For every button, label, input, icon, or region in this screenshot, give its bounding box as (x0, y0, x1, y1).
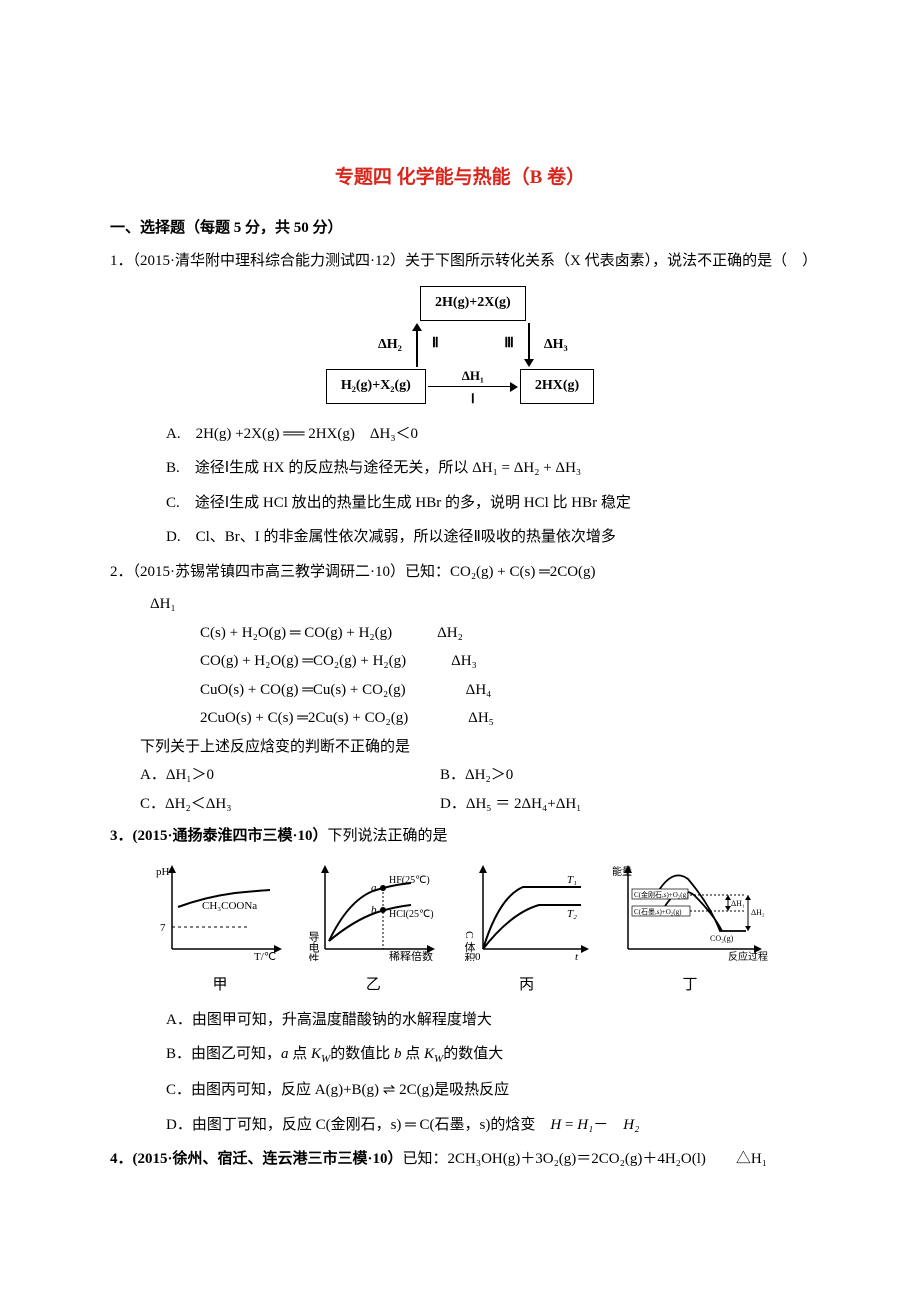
fig4-dH2: ΔH₂ (751, 908, 765, 917)
fig4-lvl-bot: CO₂(g) (710, 934, 734, 943)
fig1-xlabel: T/℃ (254, 951, 276, 961)
q4-stem-rest: 已知：2CH₃OH(g)＋3O₂(g)＝2CO₂(g)＋4H₂O(l) △H₁ (403, 1151, 767, 1167)
fig3-T1: T₁ (567, 874, 577, 886)
fig2-caption: 乙 (303, 971, 443, 1000)
q2-eq5: 2CuO(s) + C(s) ═2Cu(s) + CO₂(g) ΔH₅ (110, 704, 810, 733)
fig2-top: HF(25℃) (389, 875, 430, 886)
q3-B: B．由图乙可知，a 点 KW的数值比 b 点 KW的数值大 (166, 1040, 810, 1070)
q2-B: B．ΔH₂＞0 (440, 761, 513, 790)
q2-eq4: CuO(s) + CO(g) ═Cu(s) + CO₂(g) ΔH₄ (110, 676, 810, 705)
q3-stem-bold: 3．(2015·通扬泰淮四市三模·10） (110, 828, 328, 844)
fig-ding: 能量 反应过程 C(金刚石,s)+O₂(g) C(石墨,s)+O₂(g) CO₂… (610, 861, 770, 961)
q3-figure-row: pH T/℃ 7 CH₃COONa 甲 导电性 稀释倍数 a HF(25℃) b… (150, 861, 770, 1000)
q3-A: A．由图甲可知，升高温度醋酸钠的水解程度增大 (166, 1006, 810, 1035)
fig1-caption: 甲 (150, 971, 290, 1000)
fig4-caption: 丁 (610, 971, 770, 1000)
fig4-xlabel: 反应过程 (728, 950, 768, 961)
fig1-ylabel: pH (156, 866, 170, 878)
fig2-ylabel: 导电性 (307, 930, 320, 960)
svg-text:0: 0 (475, 951, 481, 961)
fig2-xlabel: 稀释倍数 (389, 949, 433, 961)
d1-top-box: 2H(g)+2X(g) (420, 286, 526, 321)
fig2-a: a (371, 882, 377, 894)
fig4-lvl-mid: C(石墨,s)+O₂(g) (634, 908, 682, 916)
q4-stem: 4．(2015·徐州、宿迁、连云港三市三模·10）已知：2CH₃OH(g)＋3O… (110, 1145, 810, 1174)
q2-eq2: C(s) + H₂O(g) ═ CO(g) + H₂(g) ΔH₂ (110, 619, 810, 648)
fig3-caption: 丙 (457, 971, 597, 1000)
section-heading: 一、选择题（每题 5 分，共 50 分） (110, 214, 810, 243)
q2-eq3: CO(g) + H₂O(g) ═CO₂(g) + H₂(g) ΔH₃ (110, 647, 810, 676)
d1-roman-I: Ⅰ (428, 392, 518, 405)
q1-stem: 1．（2015·清华附中理科综合能力测试四·12）关于下图所示转化关系（X 代表… (110, 247, 810, 276)
q2-C: C．ΔH₂＜ΔH₃ (140, 790, 440, 819)
fig3-xlabel: t (575, 951, 579, 961)
d1-dH3: ΔH₃ (540, 337, 572, 352)
q2-dH1: ΔH₁ (110, 590, 810, 619)
q2-A: A．ΔH₁＞0 (140, 761, 440, 790)
fig4-dH1: ΔH₁ (731, 899, 745, 908)
q1-D: D. Cl、Br、I 的非金属性依次减弱，所以途径Ⅱ吸收的热量依次增多 (166, 523, 810, 552)
fig1-yref: 7 (160, 922, 166, 934)
d1-dH2: ΔH₂ (374, 337, 406, 352)
q1-A: A. 2H(g) +2X(g) ══ 2HX(g) ΔH₃＜0 (166, 420, 810, 449)
fig3-T2: T₂ (567, 908, 577, 920)
fig1-series: CH₃COONa (202, 900, 257, 912)
d1-roman-II: Ⅱ (428, 331, 443, 358)
d1-arrow-II (412, 323, 422, 331)
q1-C: C. 途径Ⅰ生成 HCl 放出的热量比生成 HBr 的多，说明 HCl 比 HB… (166, 489, 810, 518)
fig4-ylabel: 能量 (612, 865, 632, 878)
fig4-lvl-top: C(金刚石,s)+O₂(g) (634, 890, 689, 899)
fig-yi: 导电性 稀释倍数 a HF(25℃) b HCl(25℃) (303, 861, 443, 961)
q4-stem-bold: 4．(2015·徐州、宿迁、连云港三市三模·10） (110, 1151, 403, 1167)
d1-arrow-III (528, 323, 530, 359)
fig-jia: pH T/℃ 7 CH₃COONa (150, 861, 290, 961)
q1-diagram: 2H(g)+2X(g) ΔH₂ Ⅱ Ⅲ ΔH₃ H₂(g)+X₂(g) ΔH₁ (110, 285, 810, 406)
q2-stem: 2．（2015·苏锡常镇四市高三教学调研二·10）已知：CO₂(g) + C(s… (110, 558, 810, 587)
d1-roman-III: Ⅲ (500, 331, 518, 358)
q3-stem-rest: 下列说法正确的是 (328, 828, 448, 844)
page-title: 专题四 化学能与热能（B 卷） (110, 160, 810, 196)
d1-left-box: H₂(g)+X₂(g) (326, 369, 426, 404)
fig3-ylabel: C 体积分数 (463, 931, 476, 961)
fig2-bot: HCl(25℃) (389, 909, 434, 920)
fig-bing: C 体积分数 0 t T₁ T₂ (457, 861, 597, 961)
q3-D: D．由图丁可知，反应 C(金刚石，s) ═ C(石墨，s)的焓变 H = H₁－… (166, 1111, 810, 1140)
q2-judge: 下列关于上述反应焓变的判断不正确的是 (110, 733, 810, 762)
d1-dH1: ΔH₁ (428, 369, 518, 382)
q3-C: C．由图丙可知，反应 A(g)+B(g) ⇌ 2C(g)是吸热反应 (166, 1076, 810, 1105)
q2-D: D．ΔH₅ ＝ 2ΔH₄+ΔH₁ (440, 790, 581, 819)
q1-B: B. 途径Ⅰ生成 HX 的反应热与途径无关，所以 ΔH₁ = ΔH₂ + ΔH₃ (166, 454, 810, 483)
q3-stem: 3．(2015·通扬泰淮四市三模·10）下列说法正确的是 (110, 822, 810, 851)
d1-right-box: 2HX(g) (520, 369, 594, 404)
fig2-b: b (371, 904, 377, 916)
